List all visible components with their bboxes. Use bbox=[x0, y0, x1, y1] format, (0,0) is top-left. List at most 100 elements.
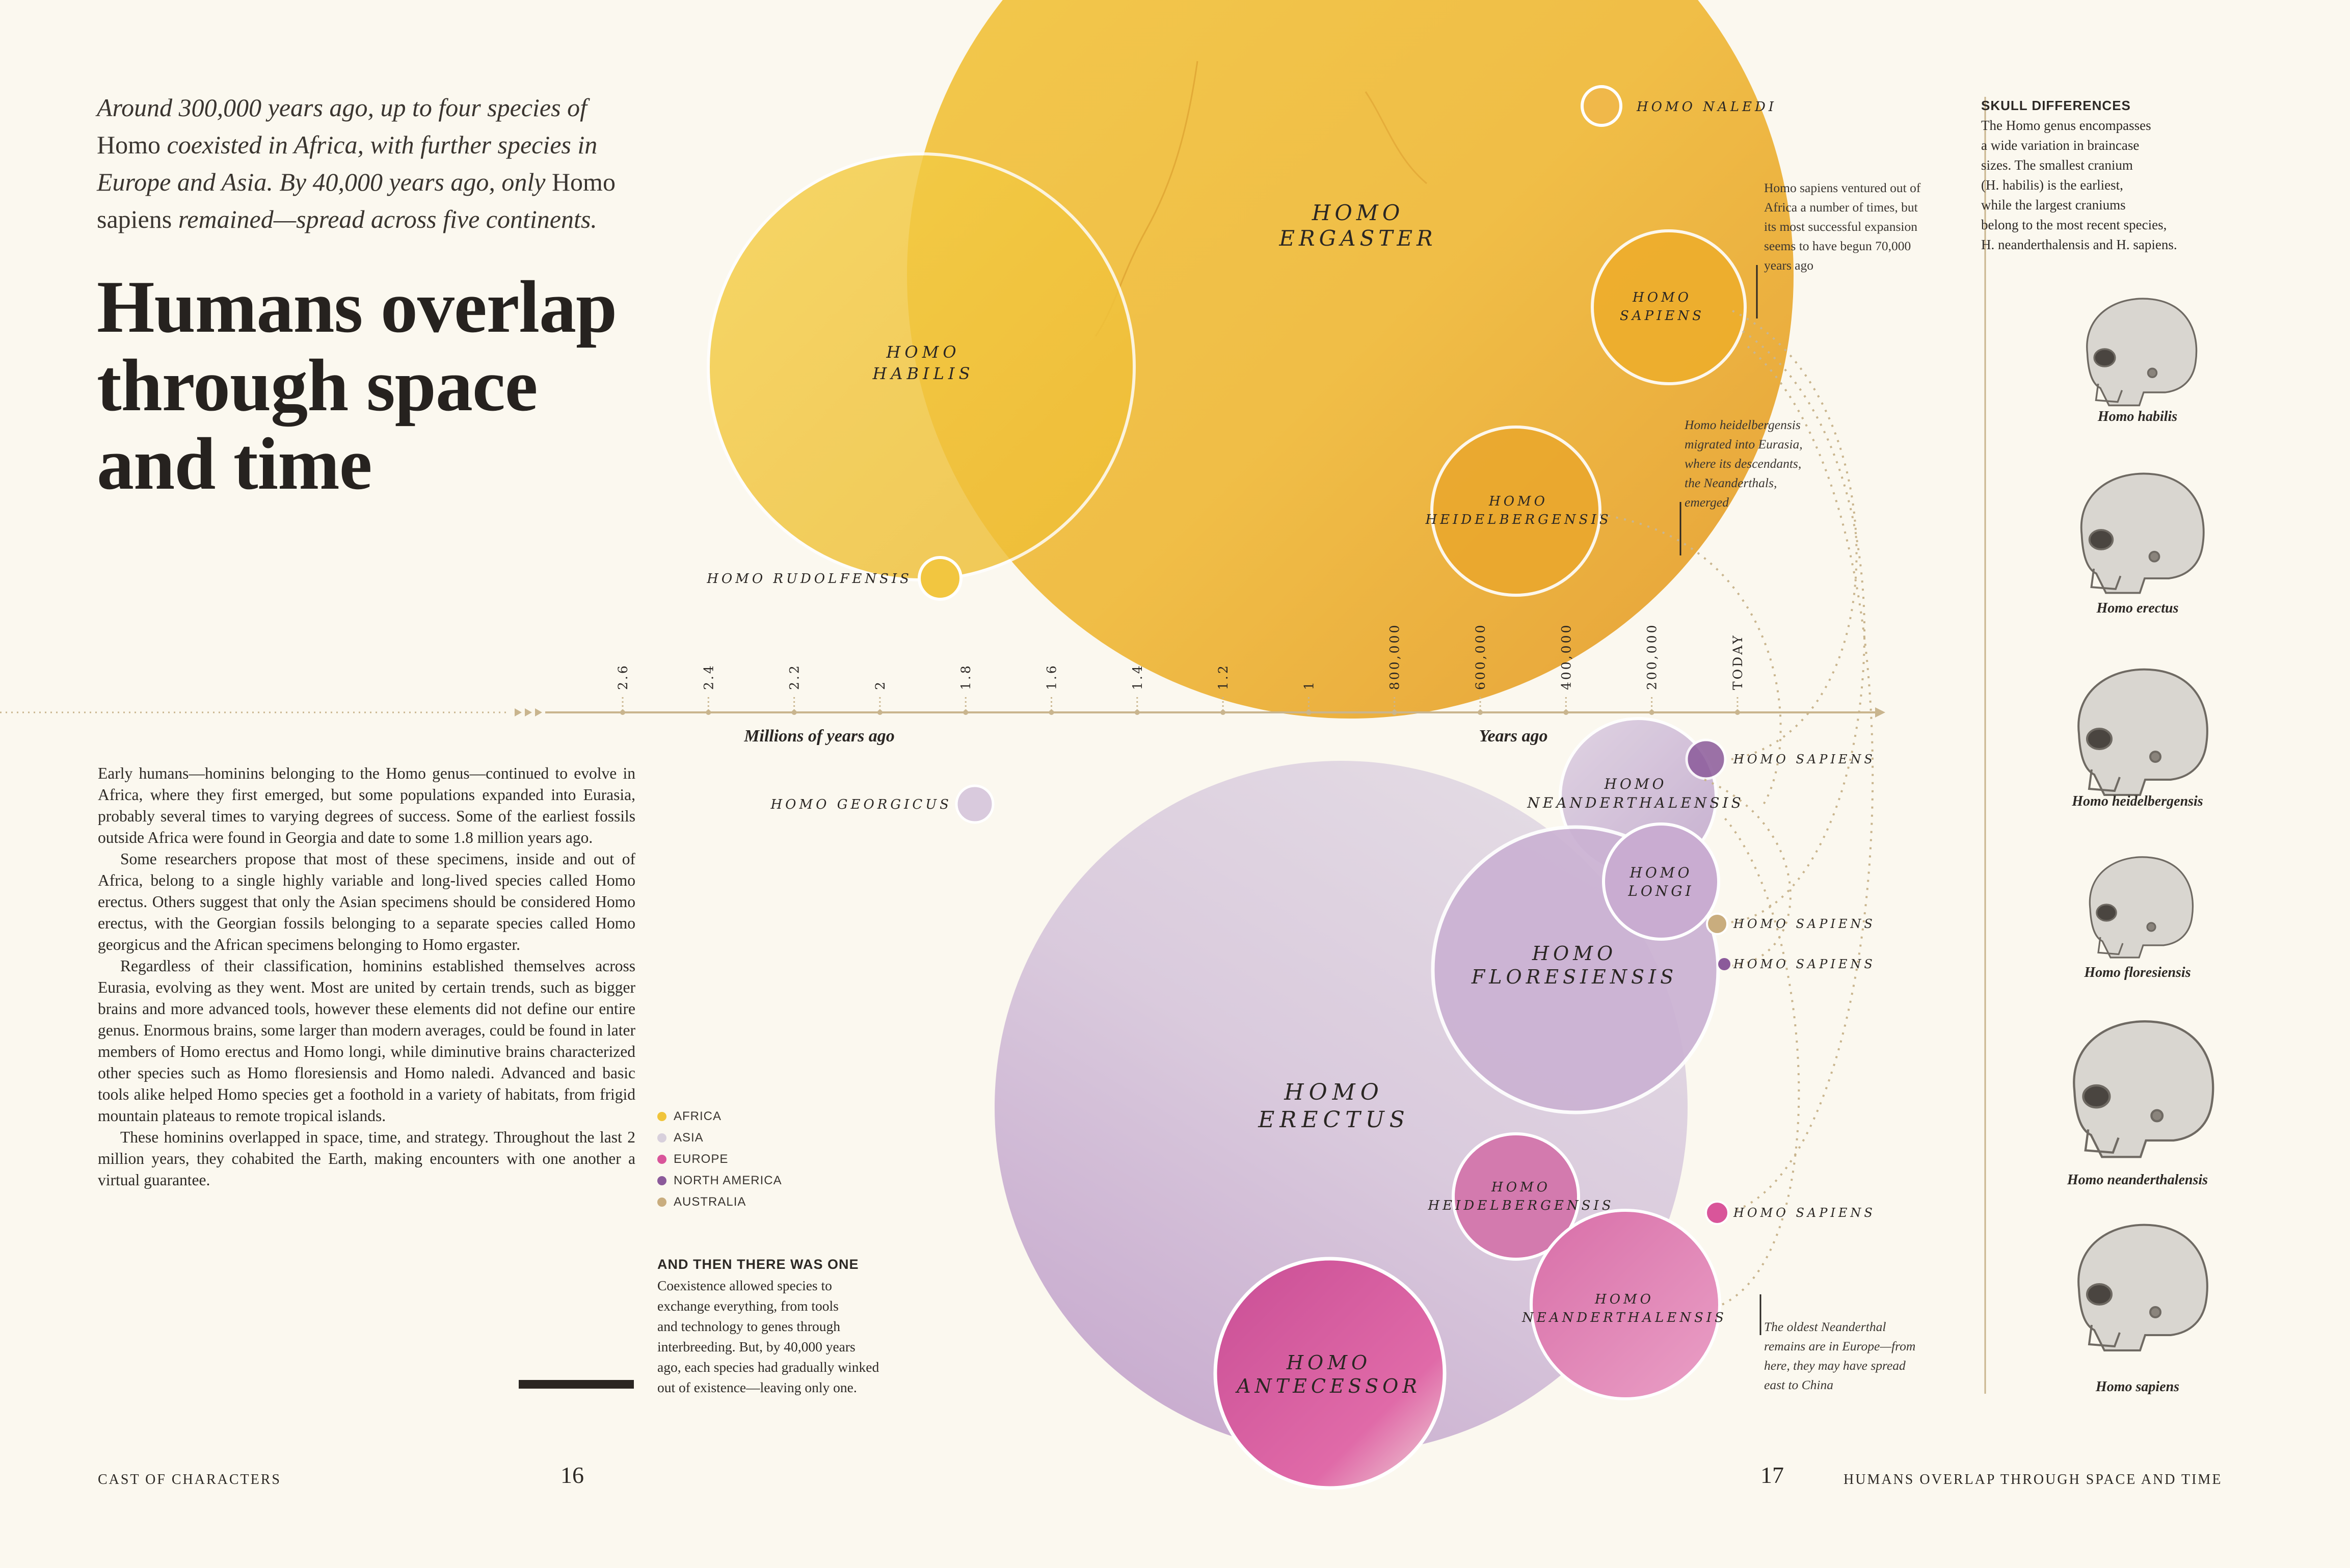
legend-item: ASIA bbox=[657, 1127, 782, 1149]
axis-label-years: Years ago bbox=[1479, 727, 1547, 746]
timeline-tick-dot bbox=[1478, 710, 1483, 715]
arc-neanderthal-east bbox=[1721, 814, 1800, 1306]
skull-eye-socket bbox=[2093, 348, 2116, 367]
skull-caption: Homo sapiens bbox=[2095, 1379, 2180, 1395]
skull-caption: Homo erectus bbox=[2096, 600, 2179, 616]
label-heidelbergensis-europe: HOMO bbox=[1491, 1180, 1551, 1195]
legend-item: AFRICA bbox=[657, 1106, 782, 1127]
label-antecessor: HOMO bbox=[1286, 1351, 1371, 1374]
circle-homo-neanderthalensis-europe bbox=[1530, 1209, 1721, 1400]
legend-label: NORTH AMERICA bbox=[674, 1174, 782, 1187]
note-line: its most successful expansion bbox=[1764, 219, 1918, 234]
label-antecessor: ANTECESSOR bbox=[1235, 1375, 1421, 1397]
skull-cranium bbox=[2080, 472, 2205, 594]
label-erectus: HOMO bbox=[1284, 1079, 1384, 1105]
skull-text-line: H. neanderthalensis and H. sapiens. bbox=[1981, 237, 2177, 252]
timeline-arrowhead bbox=[1875, 707, 1885, 717]
timeline-tick-dot bbox=[1049, 710, 1054, 715]
label-neanderthalensis-asia: NEANDERTHALENSIS bbox=[1527, 794, 1744, 811]
note-line: migrated into Eurasia, bbox=[1685, 437, 1803, 451]
timeline-tick-label: 200,000 bbox=[1645, 623, 1660, 690]
note-sapiens: Homo sapiens ventured out of Africa a nu… bbox=[1764, 178, 1978, 275]
intro-line: Homo bbox=[97, 130, 161, 159]
skull-icon bbox=[2073, 1020, 2214, 1158]
label-heidelbergensis-africa: HEIDELBERGENSIS bbox=[1425, 512, 1611, 527]
label-floresiensis: HOMO bbox=[1532, 942, 1617, 965]
label-neanderthalensis-europe: NEANDERTHALENSIS bbox=[1521, 1310, 1727, 1325]
aside-line: exchange everything, from tools bbox=[657, 1298, 839, 1314]
skull-caption: Homo heidelbergensis bbox=[2072, 793, 2203, 809]
legend-dot-australia bbox=[657, 1198, 666, 1207]
label-sapiens-africa: HOMO bbox=[1632, 290, 1692, 305]
aside-heading: AND THEN THERE WAS ONE bbox=[657, 1257, 859, 1272]
skull-text-line: The Homo genus encompasses bbox=[1981, 118, 2151, 133]
intro-line: Homo bbox=[545, 168, 616, 196]
note-line: the Neanderthals, bbox=[1685, 475, 1777, 490]
timeline-tick-label: 600,000 bbox=[1473, 623, 1488, 690]
skull-heading: SKULL DIFFERENCES bbox=[1981, 98, 2131, 113]
skull-jaw bbox=[2095, 383, 2123, 403]
skull-eye-socket bbox=[2086, 728, 2113, 750]
circle-homo-heidelbergensis-europe bbox=[1452, 1132, 1580, 1261]
body-paragraph: Early humans—hominins belonging to the H… bbox=[98, 764, 635, 846]
label-habilis: HOMO bbox=[886, 342, 960, 362]
intro-line: sapiens bbox=[97, 205, 172, 233]
legend-dot-europe bbox=[657, 1155, 666, 1164]
label-heidelbergensis-europe: HEIDELBERGENSIS bbox=[1427, 1198, 1614, 1213]
label-longi: LONGI bbox=[1627, 883, 1694, 899]
label-georgicus: HOMO GEORGICUS bbox=[770, 797, 952, 812]
timeline-tick-dot bbox=[1563, 710, 1569, 715]
timeline-tick-label: 400,000 bbox=[1559, 623, 1573, 690]
timeline-ticks: 2.6 2.4 2.2 2 1.8 1.6 1.4 1.2 1 800,000 600,000 400… bbox=[616, 623, 1745, 715]
note-line: emerged bbox=[1685, 495, 1729, 510]
skull-ear-hole bbox=[2150, 1109, 2164, 1123]
label-neanderthalensis-europe: HOMO bbox=[1594, 1292, 1654, 1307]
skull-cranium bbox=[2077, 668, 2208, 796]
timeline-chevron bbox=[515, 708, 522, 716]
migration-arcs bbox=[1599, 310, 1874, 1306]
aside-line: Coexistence allowed species to bbox=[657, 1278, 832, 1293]
skull-cranium bbox=[2089, 856, 2194, 959]
skull-jaw bbox=[2088, 769, 2121, 792]
aside-line: and technology to genes through bbox=[657, 1318, 840, 1334]
intro-line: Europe and Asia. By 40,000 years ago, on… bbox=[97, 168, 546, 196]
circle-homo-heidelbergensis-africa bbox=[1430, 426, 1601, 597]
label-sapiens-north-america: HOMO SAPIENS bbox=[1733, 957, 1876, 971]
timeline-tick-dot bbox=[791, 710, 797, 715]
skull-icon bbox=[2077, 1224, 2208, 1351]
skull-text-line: belong to the most recent species, bbox=[1981, 217, 2167, 232]
timeline-tick-dot bbox=[1220, 710, 1226, 715]
skull-caption: Homo neanderthalensis bbox=[2067, 1172, 2208, 1188]
note-line: here, they may have spread bbox=[1764, 1358, 1906, 1373]
timeline-tick-dot bbox=[1392, 710, 1397, 715]
skull-text-line: (H. habilis) is the earliest, bbox=[1981, 177, 2123, 193]
skull-jaw bbox=[2088, 1324, 2121, 1348]
skull-text: The Homo genus encompasses a wide variat… bbox=[1981, 116, 2266, 255]
note-line: remains are in Europe—from bbox=[1764, 1339, 1916, 1353]
timeline-tick-label: 2 bbox=[873, 680, 888, 690]
timeline-tick-dot bbox=[1306, 710, 1312, 715]
skull-text-line: a wide variation in braincase bbox=[1981, 138, 2140, 153]
label-longi: HOMO bbox=[1630, 864, 1693, 881]
dot-sapiens-asia bbox=[1685, 738, 1727, 780]
label-ergaster: HOMO bbox=[1312, 200, 1404, 225]
note-line: The oldest Neanderthal bbox=[1764, 1319, 1886, 1334]
timeline-tick-dot bbox=[620, 710, 625, 715]
label-sapiens-africa: SAPIENS bbox=[1620, 308, 1704, 324]
skull-icon bbox=[2080, 472, 2205, 594]
skull-illustrations bbox=[2073, 298, 2214, 1351]
skull-ear-hole bbox=[2149, 1306, 2161, 1318]
note-line: east to China bbox=[1764, 1377, 1834, 1392]
skull-cranium bbox=[2086, 298, 2198, 407]
skull-caption: Homo floresiensis bbox=[2084, 965, 2191, 980]
timeline-tick-label: 1 bbox=[1301, 680, 1316, 690]
note-line: years ago bbox=[1764, 258, 1813, 273]
skull-caption: Homo habilis bbox=[2097, 409, 2178, 424]
arc-heidel-to-eurasia bbox=[1599, 514, 1782, 806]
skull-text-line: sizes. The smallest cranium bbox=[1981, 157, 2133, 173]
timeline-chevron bbox=[535, 708, 542, 716]
aside-text: Coexistence allowed species to exchange … bbox=[657, 1275, 943, 1398]
circle-homo-naledi bbox=[1581, 85, 1622, 127]
label-rudolfensis: HOMO RUDOLFENSIS bbox=[706, 571, 912, 587]
